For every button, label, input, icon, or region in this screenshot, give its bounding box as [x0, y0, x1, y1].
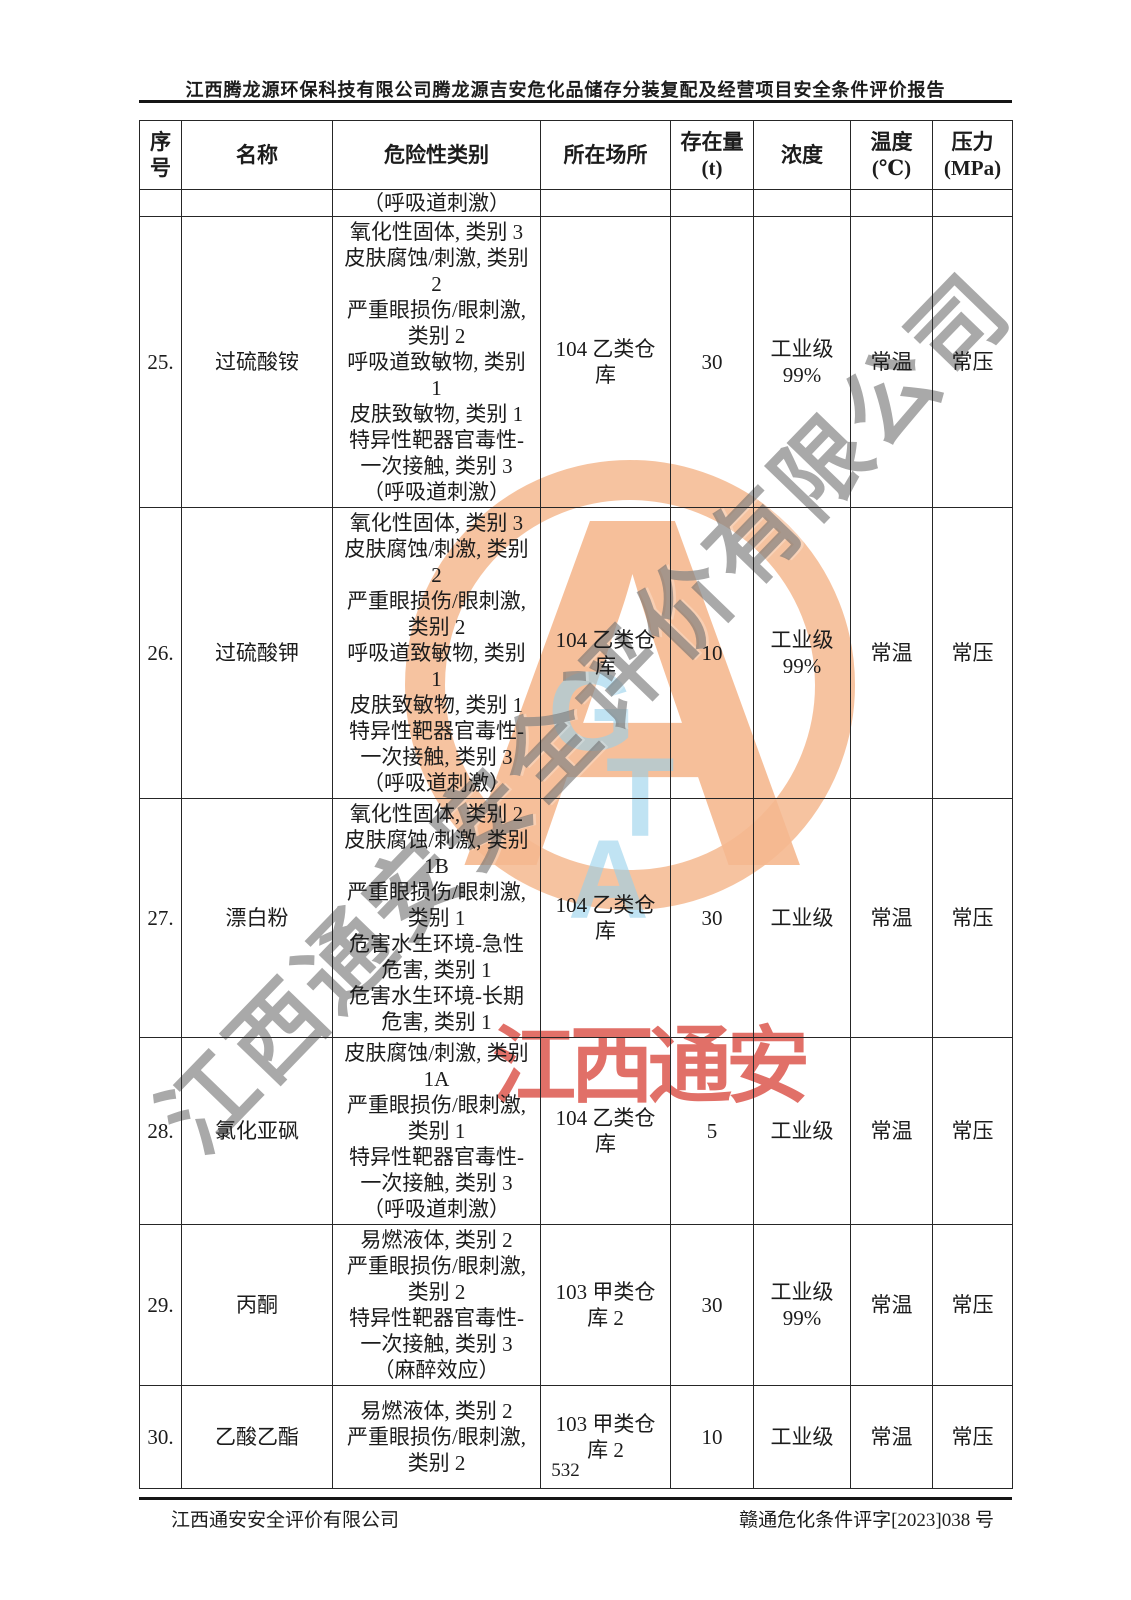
pressure-cell: 常压 [932, 216, 1013, 508]
footer-document-number: 赣通危化条件评字[2023]038 号 [739, 1510, 994, 1531]
table-row: 28. 氯化亚砜 皮肤腐蚀/刺激, 类别 1A 严重眼损伤/眼刺激, 类别 1 特异… [139, 1037, 1013, 1225]
row-number-cell: 28. [139, 1037, 182, 1225]
storage-location-cell: 103 甲类仓 库 2 [540, 1224, 671, 1386]
concentration-cell [753, 189, 851, 217]
storage-location-cell: 104 乙类仓 库 [540, 507, 671, 799]
concentration-cell: 工业级 99% [753, 1224, 851, 1386]
pressure-cell: 常压 [932, 1224, 1013, 1386]
pressure-cell [932, 189, 1013, 217]
table-row: 30. 乙酸乙酯 易燃液体, 类别 2 严重眼损伤/眼刺激, 类别 2 103 甲类仓… [139, 1385, 1013, 1489]
col-header-pressure: 压力 (MPa) [932, 120, 1013, 190]
table-row: 27. 漂白粉 氧化性固体, 类别 2 皮肤腐蚀/刺激, 类别 1B 严重眼损伤/眼… [139, 798, 1013, 1038]
chemical-name-cell [181, 189, 333, 217]
col-header-amount: 存在量 (t) [670, 120, 754, 190]
amount-cell: 10 [670, 507, 754, 799]
footer-company-name: 江西通安安全评价有限公司 [171, 1510, 400, 1531]
temperature-cell: 常温 [850, 1037, 933, 1225]
table-body: （呼吸道刺激） 25. 过硫酸铵 氧化性固体, 类别 3 皮肤腐蚀/刺激, 类别 2… [139, 189, 1013, 1489]
continuation-row: （呼吸道刺激） [139, 189, 1013, 217]
temperature-cell: 常温 [850, 1385, 933, 1489]
row-number-cell: 26. [139, 507, 182, 799]
chemical-name-cell: 漂白粉 [181, 798, 333, 1038]
table-row: 29. 丙酮 易燃液体, 类别 2 严重眼损伤/眼刺激, 类别 2 特异性靶器官毒性… [139, 1224, 1013, 1386]
chemical-name-cell: 氯化亚砜 [181, 1037, 333, 1225]
row-number-cell: 25. [139, 216, 182, 508]
pressure-cell: 常压 [932, 798, 1013, 1038]
storage-location-cell: 104 乙类仓 库 [540, 1037, 671, 1225]
report-header-title: 江西腾龙源环保科技有限公司腾龙源吉安危化品储存分装复配及经营项目安全条件评价报告 [185, 80, 946, 100]
amount-cell [670, 189, 754, 217]
col-header-temperature: 温度 (℃) [850, 120, 933, 190]
pressure-cell: 常压 [932, 507, 1013, 799]
storage-location-cell: 104 乙类仓 库 [540, 216, 671, 508]
col-header-no: 序 号 [139, 120, 182, 190]
col-header-name: 名称 [181, 120, 333, 190]
amount-cell: 30 [670, 1224, 754, 1386]
chemical-name-cell: 丙酮 [181, 1224, 333, 1386]
col-header-concentration: 浓度 [753, 120, 851, 190]
chemical-name-cell: 过硫酸铵 [181, 216, 333, 508]
page-number: 532 [551, 1460, 580, 1481]
hazard-category-cell: 易燃液体, 类别 2 严重眼损伤/眼刺激, 类别 2 [332, 1385, 541, 1489]
concentration-cell: 工业级 [753, 798, 851, 1038]
hazard-category-cell: 皮肤腐蚀/刺激, 类别 1A 严重眼损伤/眼刺激, 类别 1 特异性靶器官毒性-… [332, 1037, 541, 1225]
concentration-cell: 工业级 [753, 1385, 851, 1489]
footer-rule [139, 1497, 1012, 1500]
temperature-cell: 常温 [850, 507, 933, 799]
concentration-cell: 工业级 99% [753, 507, 851, 799]
hazard-category-cell: 易燃液体, 类别 2 严重眼损伤/眼刺激, 类别 2 特异性靶器官毒性- 一次接… [332, 1224, 541, 1386]
row-number-cell: 27. [139, 798, 182, 1038]
hazard-category-cell: 氧化性固体, 类别 3 皮肤腐蚀/刺激, 类别 2 严重眼损伤/眼刺激, 类别 … [332, 507, 541, 799]
temperature-cell: 常温 [850, 1224, 933, 1386]
col-header-hazard: 危险性类别 [332, 120, 541, 190]
chemical-name-cell: 乙酸乙酯 [181, 1385, 333, 1489]
storage-location-cell [540, 189, 671, 217]
chemicals-table: 序 号 名称 危险性类别 所在场所 存在量 (t) 浓度 温度 (℃) 压力 (… [139, 120, 1013, 1489]
table-row: 26. 过硫酸钾 氧化性固体, 类别 3 皮肤腐蚀/刺激, 类别 2 严重眼损伤/眼… [139, 507, 1013, 799]
chemical-name-cell: 过硫酸钾 [181, 507, 333, 799]
temperature-cell [850, 189, 933, 217]
hazard-category-cell: 氧化性固体, 类别 2 皮肤腐蚀/刺激, 类别 1B 严重眼损伤/眼刺激, 类别… [332, 798, 541, 1038]
header-row: 序 号 名称 危险性类别 所在场所 存在量 (t) 浓度 温度 (℃) 压力 (… [139, 120, 1013, 190]
amount-cell: 5 [670, 1037, 754, 1225]
header-rule [139, 100, 1012, 103]
pressure-cell: 常压 [932, 1037, 1013, 1225]
col-header-location: 所在场所 [540, 120, 671, 190]
concentration-cell: 工业级 [753, 1037, 851, 1225]
table-row: 25. 过硫酸铵 氧化性固体, 类别 3 皮肤腐蚀/刺激, 类别 2 严重眼损伤/眼… [139, 216, 1013, 508]
row-number-cell [139, 189, 182, 217]
pressure-cell: 常压 [932, 1385, 1013, 1489]
storage-location-cell: 103 甲类仓 库 2 [540, 1385, 671, 1489]
hazard-category-cell: 氧化性固体, 类别 3 皮肤腐蚀/刺激, 类别 2 严重眼损伤/眼刺激, 类别 … [332, 216, 541, 508]
row-number-cell: 30. [139, 1385, 182, 1489]
amount-cell: 30 [670, 216, 754, 508]
amount-cell: 30 [670, 798, 754, 1038]
hazard-category-cell: （呼吸道刺激） [332, 189, 541, 217]
storage-location-cell: 104 乙类仓 库 [540, 798, 671, 1038]
temperature-cell: 常温 [850, 798, 933, 1038]
row-number-cell: 29. [139, 1224, 182, 1386]
concentration-cell: 工业级 99% [753, 216, 851, 508]
chemicals-table-wrap: 序 号 名称 危险性类别 所在场所 存在量 (t) 浓度 温度 (℃) 压力 (… [139, 120, 1013, 1489]
table-header: 序 号 名称 危险性类别 所在场所 存在量 (t) 浓度 温度 (℃) 压力 (… [139, 120, 1013, 190]
temperature-cell: 常温 [850, 216, 933, 508]
amount-cell: 10 [670, 1385, 754, 1489]
